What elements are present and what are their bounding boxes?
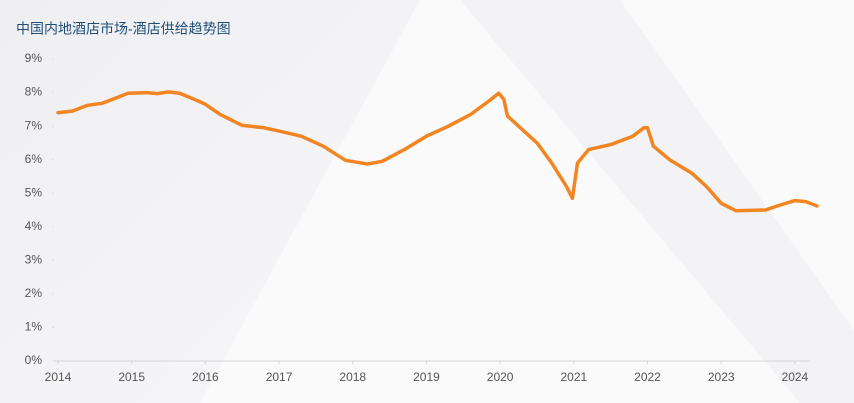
y-tick-label: 3% [25,253,43,267]
chart-title: 中国内地酒店市场-酒店供给趋势图 [16,21,231,37]
x-tick-label: 2017 [266,370,293,384]
y-tick-label: 4% [25,219,43,233]
x-tick-label: 2023 [708,370,735,384]
x-tick-label: 2024 [782,370,809,384]
x-tick-label: 2019 [413,370,440,384]
y-tick-label: 9% [25,51,43,65]
data-line [56,90,819,213]
y-tick-label: 0% [25,353,43,367]
x-tick-label: 2018 [339,370,366,384]
y-tick-label: 8% [25,85,43,99]
x-tick-label: 2021 [560,370,587,384]
y-tick-label: 2% [25,286,43,300]
background-shade [460,0,854,403]
x-tick-label: 2016 [192,370,219,384]
x-tick-label: 2015 [118,370,145,384]
y-tick-label: 6% [25,152,43,166]
y-tick-label: 5% [25,185,43,199]
y-tick-label: 7% [25,118,43,132]
x-tick-label: 2020 [487,370,514,384]
x-tick-label: 2014 [45,370,72,384]
y-tick-label: 1% [25,320,43,334]
x-tick-label: 2022 [634,370,661,384]
